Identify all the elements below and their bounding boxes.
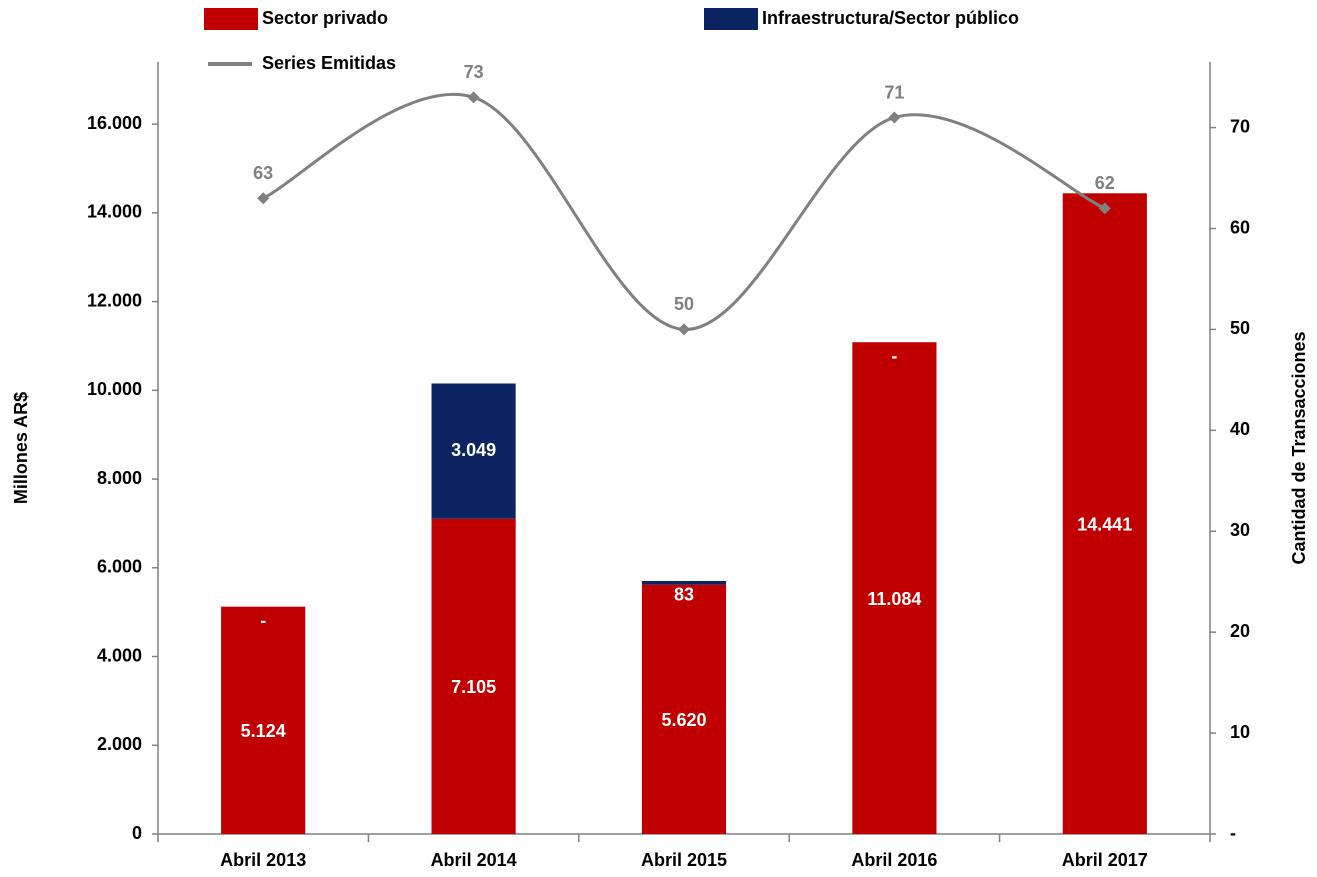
data-label: 5.124: [241, 721, 286, 741]
y-tick-label: 4.000: [97, 645, 142, 665]
x-tick-label: Abril 2017: [1062, 850, 1148, 870]
y-tick-label: 10.000: [87, 379, 142, 399]
marker: [888, 111, 901, 124]
x-tick-label: Abril 2015: [641, 850, 727, 870]
marker: [467, 91, 480, 104]
y2-axis-label: Cantidad de Transacciones: [1289, 331, 1309, 564]
y2-tick-label: 20: [1230, 621, 1250, 641]
data-label: 7.105: [451, 677, 496, 697]
data-label: 62: [1095, 173, 1115, 193]
marker: [678, 323, 690, 336]
data-label: 71: [884, 82, 904, 102]
y-tick-label: 14.000: [87, 202, 142, 222]
data-label: 63: [253, 163, 273, 183]
data-label: 14.441: [1077, 514, 1132, 534]
x-tick-label: Abril 2013: [220, 850, 306, 870]
y-tick-label: 16.000: [87, 113, 142, 133]
bar: [431, 518, 516, 834]
bar: [641, 584, 727, 834]
x-tick-label: Abril 2016: [851, 850, 937, 870]
y-axis-label: Millones AR$: [11, 392, 31, 504]
data-label: -: [260, 610, 266, 630]
y-tick-label: 0: [132, 823, 142, 843]
legend-label: Series Emitidas: [262, 53, 396, 73]
legend-swatch: [204, 8, 258, 30]
data-label: 3.049: [451, 440, 496, 460]
marker: [257, 192, 270, 205]
legend-label: Sector privado: [262, 8, 388, 28]
y2-tick-label: 10: [1230, 722, 1250, 742]
data-label: 83: [674, 585, 694, 605]
y2-tick-label: 30: [1230, 520, 1250, 540]
data-label: 50: [674, 294, 694, 314]
y2-tick-label: 40: [1230, 419, 1250, 439]
y-tick-label: 2.000: [97, 734, 142, 754]
bar: [431, 383, 516, 519]
data-label: 73: [464, 62, 484, 82]
marker: [1098, 202, 1111, 215]
legend-label: Infraestructura/Sector público: [762, 8, 1019, 28]
y-tick-label: 6.000: [97, 557, 142, 577]
bar: [221, 606, 306, 834]
y-tick-label: 8.000: [97, 468, 142, 488]
y2-tick-label: 50: [1230, 318, 1250, 338]
data-label: -: [891, 346, 897, 366]
y2-tick-label: 60: [1230, 217, 1250, 237]
bar: [641, 580, 727, 585]
y2-tick-label: -: [1230, 823, 1236, 843]
data-label: 5.620: [661, 710, 706, 730]
y2-tick-label: 70: [1230, 116, 1250, 136]
bar: [852, 342, 937, 834]
y-tick-label: 12.000: [87, 290, 142, 310]
bar: [1062, 193, 1147, 834]
data-label: 11.084: [867, 589, 921, 609]
legend-swatch: [704, 8, 758, 30]
x-tick-label: Abril 2014: [431, 850, 517, 870]
